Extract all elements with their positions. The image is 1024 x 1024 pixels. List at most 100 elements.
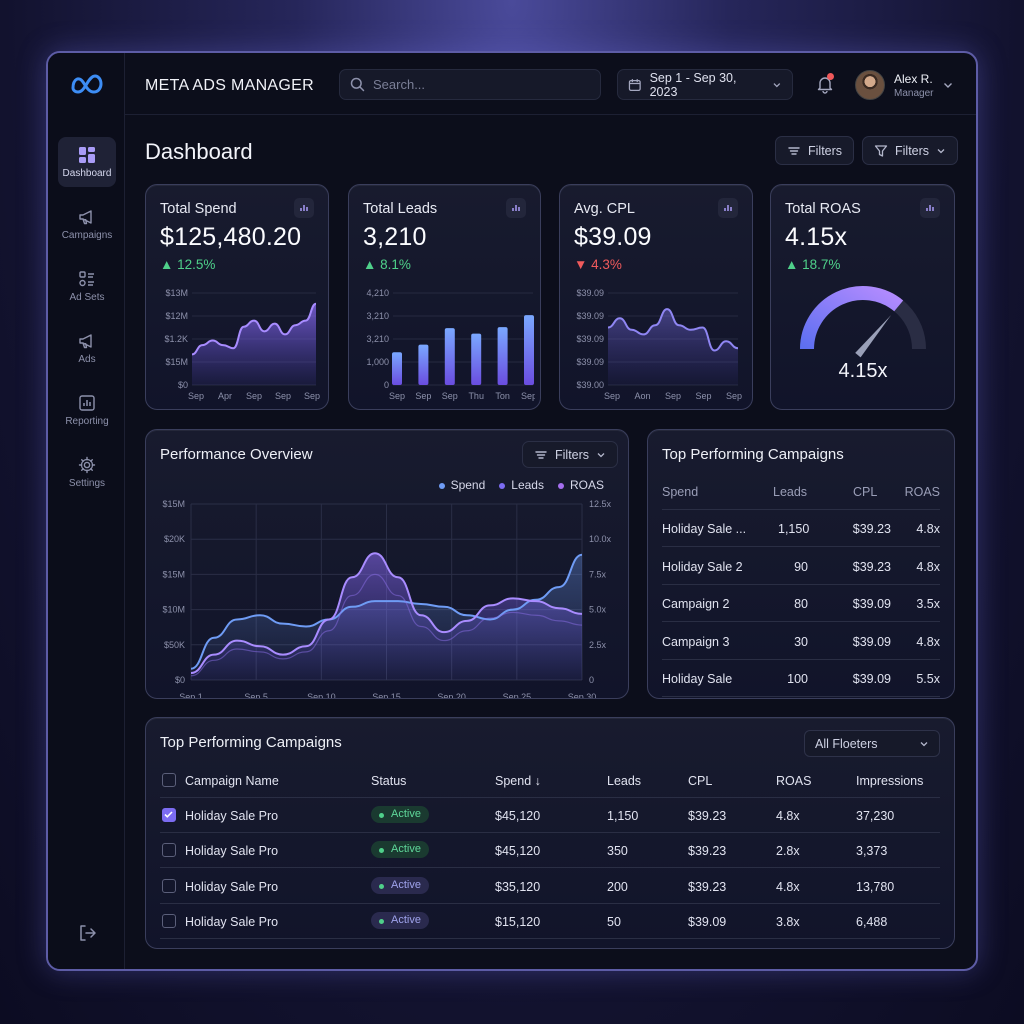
performance-filters-button[interactable]: Filters xyxy=(522,441,619,468)
x-tick-label: Sep xyxy=(415,391,431,401)
x-tick-label: Thu xyxy=(468,391,484,401)
date-range-picker[interactable]: Sep 1 - Sep 30, 2023 xyxy=(617,69,793,100)
section-title: Top Performing Campaigns xyxy=(160,734,342,751)
cpl-value: $39.09 xyxy=(852,597,891,611)
column-header[interactable]: Status xyxy=(371,774,407,788)
y-tick-label: $15M xyxy=(162,569,185,579)
section-title: Top Performing Campaigns xyxy=(662,446,844,463)
kpi-card-avg-cpl: Avg. CPL $39.09 ▼ 4.3% $39.09 $39.09 $39.0… xyxy=(559,184,753,410)
x-tick-label: Sep xyxy=(726,391,742,401)
sidebar-item-ads[interactable]: Ads xyxy=(58,323,116,373)
status-badge: Active xyxy=(371,911,429,929)
row-checkbox[interactable] xyxy=(162,843,176,858)
y-tick-label: $20K xyxy=(164,534,185,544)
campaign-name: Holiday Sale xyxy=(662,672,733,686)
filters-button[interactable]: Filters xyxy=(775,136,855,165)
table-row[interactable]: Holiday Sale Pro Active $15,120 50 $39.09 3.8… xyxy=(160,904,940,939)
x-tick-label: Apr xyxy=(218,391,232,401)
bar-chart-icon[interactable] xyxy=(920,198,940,218)
column-header[interactable]: CPL xyxy=(688,774,713,788)
roas-value: 5.5x xyxy=(916,672,940,686)
legend-label: Leads xyxy=(511,478,544,492)
sidebar-item-settings[interactable]: Settings xyxy=(58,447,116,497)
y-tick-label: $39.00 xyxy=(576,380,604,390)
x-tick-label: Sep xyxy=(442,391,458,401)
name-cell: Holiday Sale Pro xyxy=(185,809,279,823)
adsets-icon xyxy=(79,270,94,286)
y-tick-label: $0 xyxy=(178,380,188,390)
calendar-icon xyxy=(628,78,641,91)
column-header[interactable]: Impressions xyxy=(856,774,924,788)
list-item[interactable]: Holiday Sale 2 90 $39.23 4.8x xyxy=(662,548,940,585)
row-checkbox[interactable] xyxy=(162,878,176,893)
y2-tick-label: 12.5x xyxy=(589,499,612,509)
search-input[interactable] xyxy=(373,77,583,92)
y-tick-label: 3,210 xyxy=(366,334,389,344)
meta-logo-icon[interactable] xyxy=(70,73,104,95)
sidebar-item-label: Reporting xyxy=(65,415,109,427)
sidebar-item-dashboard[interactable]: Dashboard xyxy=(58,137,116,187)
gauge-fill xyxy=(800,286,904,350)
bar-chart-icon[interactable] xyxy=(718,198,738,218)
roas-cell: 4.8x xyxy=(776,879,800,894)
filter-select[interactable]: All Floeters xyxy=(804,730,940,757)
y2-tick-label: 5.0x xyxy=(589,605,607,615)
cpl-cell: $39.23 xyxy=(688,844,727,859)
leads-cell: 1,150 xyxy=(607,809,639,823)
x-tick-label: Sep 15 xyxy=(372,692,401,698)
y-tick-label: $39.09 xyxy=(576,288,604,298)
leads-cell: 50 xyxy=(607,914,621,929)
x-tick-label: Sep xyxy=(521,391,535,401)
logout-icon[interactable] xyxy=(77,923,97,943)
filters-dropdown-button[interactable]: Filters xyxy=(862,136,959,165)
y-tick-label: $1.2K xyxy=(164,334,188,344)
table-row[interactable]: Holiday Sale Pro Active $45,120 350 $39.23 2.… xyxy=(160,833,940,869)
column-header[interactable]: Spend ↓ xyxy=(495,774,541,788)
cpl-value: $39.23 xyxy=(852,522,891,536)
x-tick-label: Sep xyxy=(665,391,681,401)
list-item[interactable]: Holiday Sale 100 $39.09 5.5x xyxy=(662,660,940,697)
chart-legend: Spend Leads ROAS xyxy=(438,478,604,492)
spend-cell: $45,120 xyxy=(495,844,541,859)
spend-cell: $35,120 xyxy=(495,879,541,894)
list-item[interactable]: Campaign 2 80 $39.09 3.5x xyxy=(662,585,940,622)
y-tick-label: $15M xyxy=(162,499,185,509)
kpi-card-total-roas: Total ROAS 4.15x ▲ 18.7% 4.15x xyxy=(770,184,955,410)
bar-chart-icon[interactable] xyxy=(506,198,526,218)
avatar[interactable] xyxy=(855,70,885,100)
column-header: CPL xyxy=(853,485,878,499)
legend-label: ROAS xyxy=(569,478,604,492)
list-item[interactable]: Holiday Sale ... 1,150 $39.23 4.8x xyxy=(662,510,940,547)
bar xyxy=(392,352,402,385)
legend-item-leads[interactable]: Leads xyxy=(499,478,544,492)
y2-tick-label: 0 xyxy=(589,675,594,685)
kpi-delta: ▲ 18.7% xyxy=(785,257,841,272)
list-item[interactable]: Campaign 3 30 $39.09 4.8x xyxy=(662,623,940,660)
sidebar-item-reporting[interactable]: Reporting xyxy=(58,385,116,435)
row-checkbox[interactable] xyxy=(162,913,176,928)
campaign-name: Holiday Sale ... xyxy=(662,522,747,536)
table-row[interactable]: Holiday Sale Pro Active $45,120 1,150 $39.23… xyxy=(160,798,940,833)
legend-item-spend[interactable]: Spend xyxy=(438,478,485,492)
top-campaigns-header: Spend Leads CPL ROAS xyxy=(662,473,940,510)
legend-item-roas[interactable]: ROAS xyxy=(557,478,604,492)
sidebar-item-campaigns[interactable]: Campaigns xyxy=(58,199,116,249)
spend-cell: $15,120 xyxy=(495,914,541,929)
column-header[interactable]: Campaign Name xyxy=(185,774,279,788)
x-tick-label: Sep 30 xyxy=(568,692,597,698)
leads-cell: 350 xyxy=(607,844,628,859)
sidebar-item-ad-sets[interactable]: Ad Sets xyxy=(58,261,116,311)
bar xyxy=(497,327,508,385)
column-header[interactable]: ROAS xyxy=(776,774,812,788)
chevron-down-icon[interactable] xyxy=(942,79,954,91)
search-icon xyxy=(350,77,365,92)
row-checkbox[interactable] xyxy=(162,808,176,822)
kpi-delta-value: 18.7% xyxy=(802,257,841,272)
select-all-checkbox[interactable] xyxy=(162,773,176,787)
column-header[interactable]: Leads xyxy=(607,774,642,788)
table-row[interactable]: Holiday Sale Pro Active $35,120 200 $39.23 4.… xyxy=(160,869,940,904)
search-box[interactable] xyxy=(339,69,601,100)
bar-chart-icon[interactable] xyxy=(294,198,314,218)
x-tick-label: Sep xyxy=(188,391,204,401)
